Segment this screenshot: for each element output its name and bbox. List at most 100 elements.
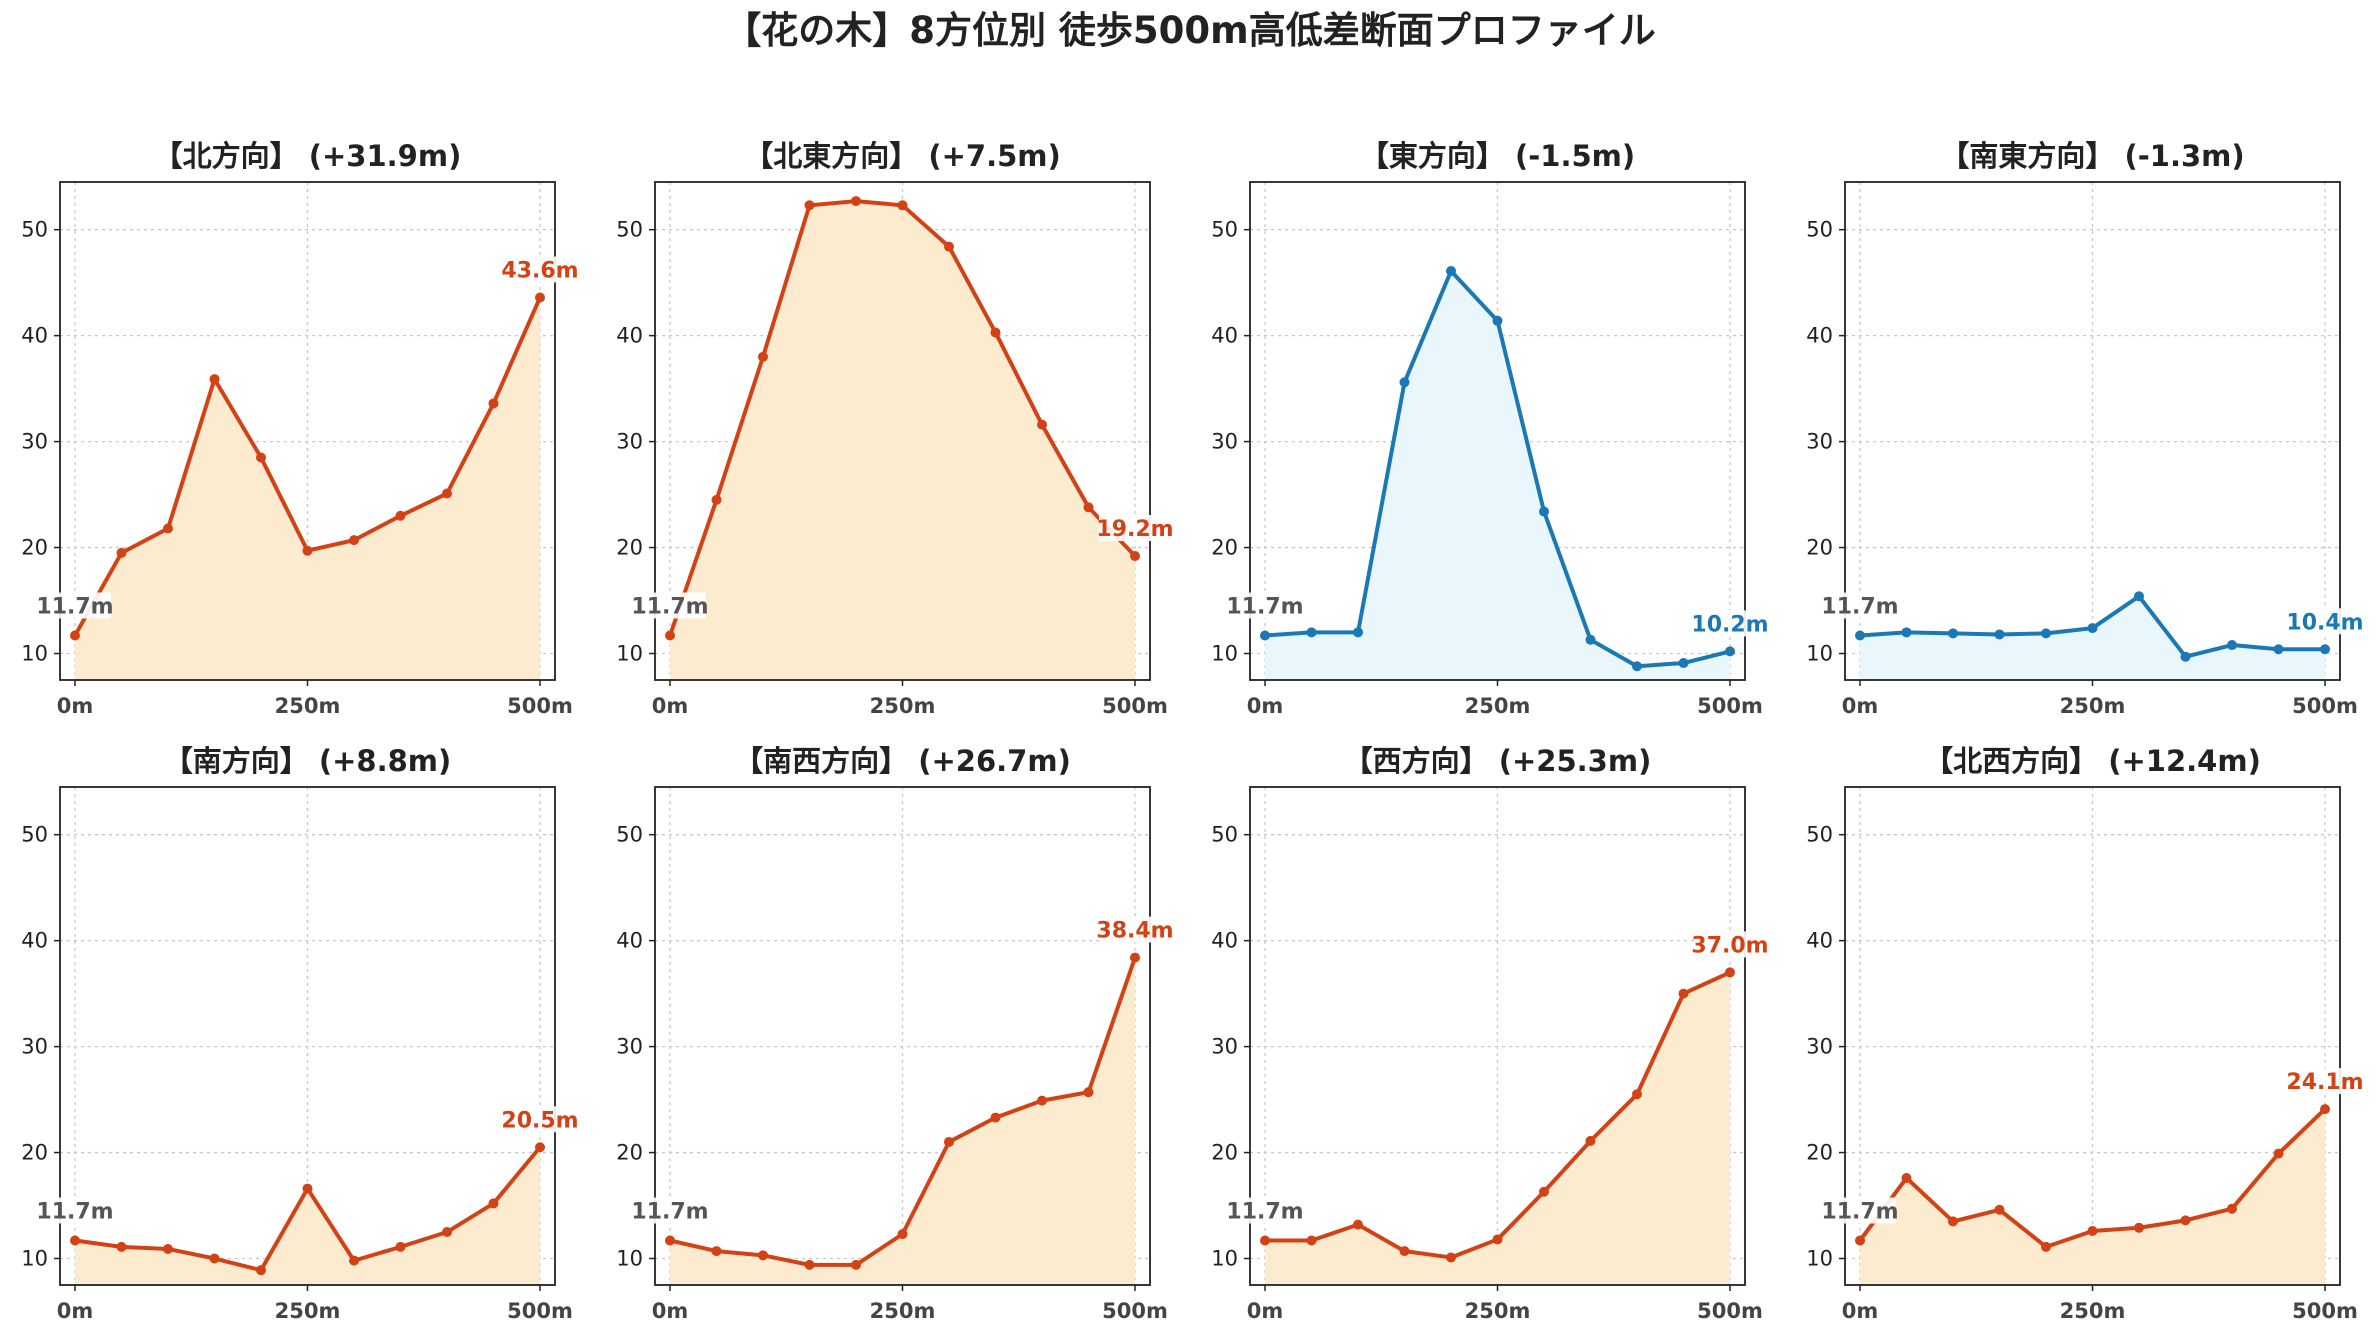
data-point <box>1901 627 1912 638</box>
y-tick-label: 30 <box>616 1035 643 1059</box>
y-tick-label: 20 <box>616 536 643 560</box>
panel-title: 【北方向】 (+31.9m) <box>154 139 462 173</box>
y-tick-label: 20 <box>1806 1141 1833 1165</box>
data-point <box>2320 1104 2330 1115</box>
y-tick-label: 10 <box>1806 642 1833 666</box>
x-tick-label: 250m <box>870 1299 936 1323</box>
x-tick-label: 500m <box>507 694 573 718</box>
figure-title: 【花の木】8方位別 徒歩500m高低差断面プロファイル <box>724 9 1656 52</box>
start-elevation-label: 11.7m <box>36 1199 113 1224</box>
data-point <box>1678 658 1689 669</box>
x-tick-label: 0m <box>57 1299 94 1323</box>
y-tick-label: 30 <box>21 1035 48 1059</box>
data-point <box>1083 502 1094 513</box>
x-tick-label: 500m <box>1697 1299 1763 1323</box>
x-tick-label: 0m <box>1247 694 1284 718</box>
y-tick-label: 50 <box>1211 218 1238 242</box>
data-point <box>395 1241 406 1252</box>
data-point <box>1539 506 1549 517</box>
x-tick-label: 0m <box>1842 694 1879 718</box>
start-label-bg <box>1231 592 1301 619</box>
data-point <box>2134 591 2144 602</box>
data-point <box>758 351 768 362</box>
panel-title: 【南東方向】 (-1.3m) <box>1940 139 2244 173</box>
x-tick-label: 500m <box>1102 694 1168 718</box>
end-label-bg <box>2289 1068 2361 1095</box>
y-tick-label: 40 <box>1211 929 1238 953</box>
y-tick-label: 10 <box>616 1247 643 1271</box>
data-point <box>488 398 499 409</box>
data-point <box>442 488 452 499</box>
y-tick-label: 10 <box>21 642 48 666</box>
data-point <box>302 1183 313 1194</box>
data-point <box>1130 952 1140 963</box>
y-tick-label: 40 <box>1806 929 1833 953</box>
start-label-bg <box>1231 1197 1301 1224</box>
data-point <box>116 1241 127 1252</box>
x-tick-label: 500m <box>1102 1299 1168 1323</box>
data-point <box>70 630 80 641</box>
y-tick-label: 20 <box>21 536 48 560</box>
y-tick-label: 30 <box>616 430 643 454</box>
end-label-bg <box>2289 608 2361 635</box>
panel-title: 【北西方向】 (+12.4m) <box>1924 744 2261 778</box>
x-tick-label: 250m <box>2060 1299 2126 1323</box>
data-point <box>2180 1215 2191 1226</box>
x-tick-label: 0m <box>652 694 689 718</box>
y-tick-label: 10 <box>616 642 643 666</box>
end-label-bg <box>504 256 576 283</box>
data-point <box>804 1259 815 1270</box>
data-point <box>1260 630 1270 641</box>
data-point <box>349 535 359 546</box>
y-tick-label: 50 <box>1806 823 1833 847</box>
data-point <box>897 1229 908 1240</box>
y-tick-label: 40 <box>21 324 48 348</box>
end-elevation-label: 38.4m <box>1096 919 1173 944</box>
data-point <box>2087 623 2098 634</box>
data-point <box>442 1227 452 1238</box>
panel-title: 【南方向】 (+8.8m) <box>164 744 452 778</box>
data-point <box>1632 1089 1642 1100</box>
start-label-bg <box>41 1197 111 1224</box>
data-point <box>1585 634 1596 645</box>
y-tick-label: 50 <box>616 218 643 242</box>
elevation-area <box>1265 972 1730 1285</box>
data-point <box>1539 1186 1549 1197</box>
data-point <box>1632 661 1642 672</box>
x-tick-label: 0m <box>1247 1299 1284 1323</box>
data-point <box>2227 640 2237 651</box>
start-label-bg <box>41 592 111 619</box>
data-point <box>1994 1204 2005 1215</box>
x-tick-label: 500m <box>2292 694 2358 718</box>
end-elevation-label: 37.0m <box>1691 933 1768 958</box>
start-label-bg <box>1826 1197 1896 1224</box>
y-tick-label: 50 <box>21 218 48 242</box>
end-elevation-label: 43.6m <box>501 258 578 283</box>
data-point <box>804 200 815 211</box>
y-tick-label: 40 <box>1806 324 1833 348</box>
panel-title: 【北東方向】 (+7.5m) <box>744 139 1061 173</box>
elevation-area <box>1265 271 1730 680</box>
data-point <box>711 494 722 505</box>
y-tick-label: 30 <box>1211 430 1238 454</box>
start-label-bg <box>636 592 706 619</box>
start-label-bg <box>1826 592 1896 619</box>
plot-frame <box>1844 181 2341 681</box>
x-tick-label: 0m <box>57 694 94 718</box>
start-elevation-label: 11.7m <box>1821 594 1898 619</box>
data-point <box>535 292 545 303</box>
x-tick-label: 500m <box>2292 1299 2358 1323</box>
data-point <box>302 545 313 556</box>
data-point <box>665 1235 675 1246</box>
y-tick-label: 20 <box>616 1141 643 1165</box>
data-point <box>116 547 127 558</box>
data-point <box>1948 1216 1958 1227</box>
data-point <box>209 374 220 385</box>
y-tick-label: 50 <box>1806 218 1833 242</box>
data-point <box>2041 628 2051 639</box>
y-tick-label: 30 <box>21 430 48 454</box>
data-point <box>70 1235 80 1246</box>
data-point <box>349 1255 359 1266</box>
data-point <box>2273 1148 2284 1159</box>
